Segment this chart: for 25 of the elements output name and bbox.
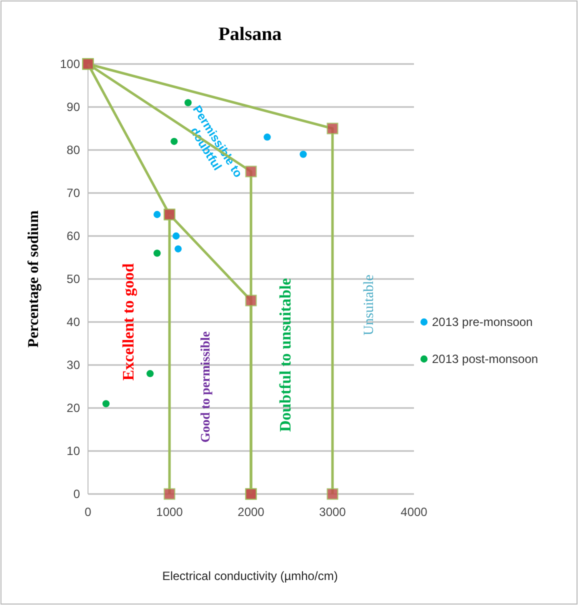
legend-label: 2013 pre-monsoon bbox=[432, 315, 533, 330]
y-tick-label: 10 bbox=[66, 444, 80, 458]
y-tick-label: 40 bbox=[66, 315, 80, 330]
annotation: Doubtful to unsuitable bbox=[278, 278, 295, 432]
y-tick-label: 90 bbox=[66, 100, 80, 114]
annotation: Excellent to good bbox=[120, 263, 138, 381]
y-tick-label: 50 bbox=[66, 272, 80, 286]
x-tick-label: 0 bbox=[84, 505, 92, 519]
x-tick-label: 4000 bbox=[400, 505, 428, 519]
y-tick-label: 100 bbox=[60, 57, 80, 72]
chart-title: Palsana bbox=[218, 24, 282, 45]
y-tick-label: 30 bbox=[66, 358, 80, 372]
x-tick-label: 2000 bbox=[238, 505, 265, 519]
y-tick-label: 70 bbox=[66, 186, 80, 200]
annotation: Good to permissible bbox=[198, 331, 213, 443]
x-tick-label: 3000 bbox=[319, 505, 346, 519]
y-tick-label: 20 bbox=[66, 401, 80, 416]
y-axis-title: Percentage of sodium bbox=[26, 210, 42, 348]
legend-label: 2013 post-monsoon bbox=[432, 352, 538, 366]
annotation: Unsuitable bbox=[362, 274, 377, 336]
x-axis-title: Electrical conductivity (µmho/cm) bbox=[162, 569, 338, 583]
y-tick-label: 80 bbox=[66, 143, 80, 158]
y-tick-label: 0 bbox=[73, 487, 80, 502]
y-tick-label: 60 bbox=[66, 229, 80, 244]
x-tick-label: 1000 bbox=[156, 505, 184, 519]
